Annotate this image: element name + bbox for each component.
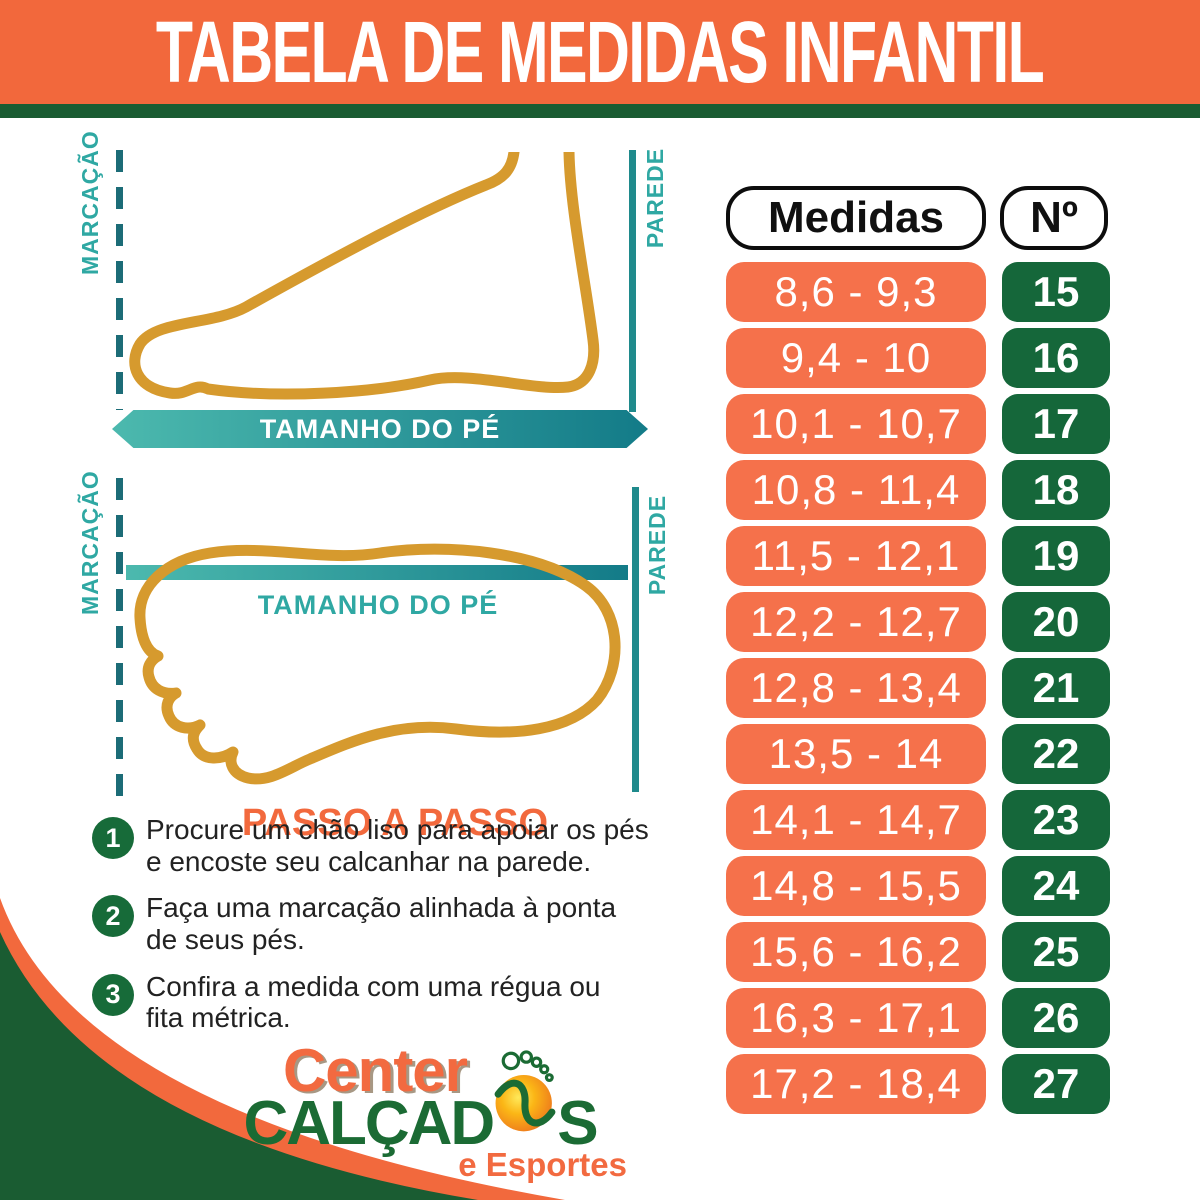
step-number-badge: 2 <box>92 895 134 938</box>
measure-range-cell: 15,6 - 16,2 <box>726 922 986 982</box>
step-text-line1: Procure um chão liso para apoiar os pés <box>146 814 649 845</box>
step-item: 3 Confira a medida com uma régua ou fita m… <box>92 971 712 1034</box>
table-row: 16,3 - 17,1 26 <box>726 988 1110 1048</box>
brand-logo-top: Center <box>282 1037 468 1104</box>
table-row: 14,8 - 15,5 24 <box>726 856 1110 916</box>
footprint-ball-icon <box>493 1050 557 1156</box>
table-row: 14,1 - 14,7 23 <box>726 790 1110 850</box>
table-row: 13,5 - 14 22 <box>726 724 1110 784</box>
measure-range-cell: 8,6 - 9,3 <box>726 262 986 322</box>
foot-length-bar-label: TAMANHO DO PÉ <box>257 590 499 620</box>
steps-list: 1 Procure um chão liso para apoiar os pés… <box>92 814 712 1049</box>
table-header-number-label: Nº <box>1030 193 1078 242</box>
table-row: 8,6 - 9,3 15 <box>726 262 1110 322</box>
step-item: 1 Procure um chão liso para apoiar os pés… <box>92 814 712 877</box>
step-text: Procure um chão liso para apoiar os pés e… <box>146 814 649 877</box>
measure-range-cell: 14,1 - 14,7 <box>726 790 986 850</box>
measure-range-cell: 12,8 - 13,4 <box>726 658 986 718</box>
step-number-badge: 1 <box>92 817 134 859</box>
header-banner: TABELA DE MEDIDAS INFANTIL <box>0 0 1200 104</box>
shoe-size-cell: 16 <box>1002 328 1110 388</box>
foot-profile-illustration <box>129 152 600 400</box>
shoe-size-cell: 24 <box>1002 856 1110 916</box>
step-text: Confira a medida com uma régua ou fita mé… <box>146 971 600 1034</box>
foot-length-bar <box>126 565 628 580</box>
table-row: 9,4 - 10 16 <box>726 328 1110 388</box>
brand-logo-main: CALÇAD <box>205 1050 635 1159</box>
shoe-size-cell: 15 <box>1002 262 1110 322</box>
table-row: 12,8 - 13,4 21 <box>726 658 1110 718</box>
step-text-line2: fita métrica. <box>146 1002 291 1034</box>
measure-range-cell: 10,1 - 10,7 <box>726 394 986 454</box>
table-row: 17,2 - 18,4 27 <box>726 1054 1110 1114</box>
step-text-line2: de seus pés. <box>146 923 305 955</box>
measure-range-cell: 11,5 - 12,1 <box>726 526 986 586</box>
shoe-size-cell: 18 <box>1002 460 1110 520</box>
size-table-rows: 8,6 - 9,3 15 9,4 - 10 16 10,1 - 10,7 17 10,8 -… <box>726 262 1110 1120</box>
table-row: 10,8 - 11,4 18 <box>726 460 1110 520</box>
table-row: 15,6 - 16,2 25 <box>726 922 1110 982</box>
marcacao-label-top: MARCAÇÃO <box>77 470 103 615</box>
steps-heading: PASSO A PASSO <box>241 801 549 844</box>
marcacao-line-top <box>116 478 123 798</box>
measure-range-cell: 14,8 - 15,5 <box>726 856 986 916</box>
shoe-size-cell: 21 <box>1002 658 1110 718</box>
brand-logo-main-pre: CALÇAD <box>243 1089 495 1158</box>
table-header-measures-label: Medidas <box>767 193 945 242</box>
marcacao-line-side <box>116 150 123 410</box>
shoe-size-cell: 17 <box>1002 394 1110 454</box>
parede-line-side <box>629 150 636 412</box>
brand-logo-sub: e Esportes <box>458 1146 627 1183</box>
foot-size-arrow-label: TAMANHO DO PÉ <box>259 413 501 444</box>
measure-range-cell: 9,4 - 10 <box>726 328 986 388</box>
shoe-size-cell: 23 <box>1002 790 1110 850</box>
shoe-size-cell: 19 <box>1002 526 1110 586</box>
table-row: 10,1 - 10,7 17 <box>726 394 1110 454</box>
page-title: TABELA DE MEDIDAS INFANTIL <box>156 3 1045 101</box>
brand-logo-main-post: S <box>557 1089 598 1158</box>
marcacao-label-side: MARCAÇÃO <box>77 130 103 275</box>
table-header-measures: Medidas <box>726 186 986 250</box>
step-text-line1: Faça uma marcação alinhada à ponta <box>146 892 617 924</box>
step-item: 2 Faça uma marcação alinhada à ponta de se… <box>92 892 712 955</box>
shoe-size-cell: 22 <box>1002 724 1110 784</box>
corner-decoration <box>0 898 565 1200</box>
table-row: 11,5 - 12,1 19 <box>726 526 1110 586</box>
step-number-badge: 3 <box>92 973 134 1016</box>
shoe-size-cell: 27 <box>1002 1054 1110 1114</box>
measure-range-cell: 16,3 - 17,1 <box>726 988 986 1048</box>
shoe-size-cell: 26 <box>1002 988 1110 1048</box>
step-text-line2: e encoste seu calcanhar na parede. <box>146 845 592 877</box>
table-header-number: Nº <box>1000 186 1108 250</box>
measure-range-cell: 10,8 - 11,4 <box>726 460 986 520</box>
footprint-illustration <box>134 543 621 785</box>
parede-label-side: PAREDE <box>642 147 668 249</box>
foot-size-arrow: TAMANHO DO PÉ <box>112 410 648 448</box>
table-row: 12,2 - 12,7 20 <box>726 592 1110 652</box>
measure-range-cell: 17,2 - 18,4 <box>726 1054 986 1114</box>
measure-range-cell: 13,5 - 14 <box>726 724 986 784</box>
measure-range-cell: 12,2 - 12,7 <box>726 592 986 652</box>
shoe-size-cell: 25 <box>1002 922 1110 982</box>
step-text: Faça uma marcação alinhada à ponta de seu… <box>146 892 616 955</box>
step-text-line1: Confira a medida com uma régua ou <box>146 970 601 1002</box>
parede-line-top <box>632 487 639 792</box>
parede-label-top: PAREDE <box>644 494 670 596</box>
header-divider <box>0 104 1200 118</box>
shoe-size-cell: 20 <box>1002 592 1110 652</box>
